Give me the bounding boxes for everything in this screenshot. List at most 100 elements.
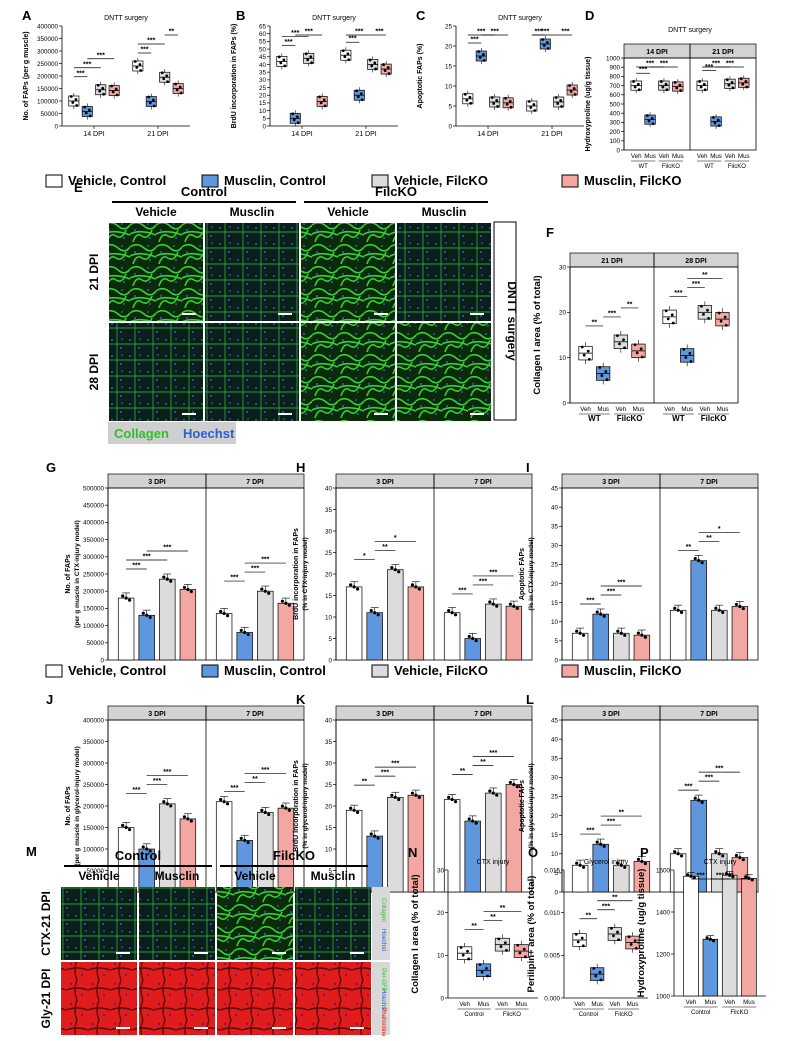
y-tick-label: 0.000 bbox=[544, 995, 560, 1002]
y-tick-label: 45 bbox=[551, 717, 559, 724]
side1-a: Collagen bbox=[380, 898, 386, 922]
data-point bbox=[222, 611, 226, 616]
facet-label: 3 DPI bbox=[376, 711, 394, 718]
data-point bbox=[713, 121, 717, 125]
x-sub-label: Veh bbox=[631, 153, 642, 160]
data-point bbox=[84, 111, 88, 115]
data-point bbox=[633, 343, 637, 347]
y-tick-label: 25 bbox=[325, 782, 333, 789]
y-tick-label: 20 bbox=[551, 813, 559, 820]
y-tick-label: 40 bbox=[325, 485, 333, 492]
data-point bbox=[309, 55, 313, 59]
data-point bbox=[390, 793, 394, 797]
data-point bbox=[623, 633, 627, 637]
data-point bbox=[447, 609, 451, 613]
bar bbox=[345, 586, 363, 661]
y-tick-label: 10 bbox=[551, 619, 559, 626]
data-point bbox=[127, 598, 132, 602]
data-point bbox=[719, 319, 723, 323]
bar bbox=[257, 590, 274, 661]
data-point bbox=[647, 119, 651, 123]
data-point bbox=[533, 109, 537, 112]
data-point bbox=[175, 88, 179, 92]
data-point bbox=[356, 95, 360, 99]
bar bbox=[464, 820, 481, 893]
sig-label: *** bbox=[715, 766, 723, 773]
data-point bbox=[578, 863, 582, 867]
row-label: CTX-21 DPI bbox=[39, 891, 53, 956]
data-point bbox=[512, 782, 516, 787]
data-point bbox=[282, 58, 286, 62]
data-point bbox=[101, 86, 105, 90]
bar bbox=[669, 609, 687, 661]
y-tick-label: 25 bbox=[325, 550, 333, 557]
data-point bbox=[643, 635, 647, 639]
y-axis-label-sub: (% in glycerol-injury model) bbox=[302, 763, 309, 848]
data-point bbox=[461, 953, 465, 957]
data-point bbox=[121, 823, 125, 828]
data-point bbox=[623, 865, 627, 869]
genotype-label: WT bbox=[638, 164, 648, 170]
data-point bbox=[646, 114, 649, 117]
sig-label: *** bbox=[646, 61, 654, 68]
y-tick-label: 0 bbox=[616, 147, 620, 154]
micrographs-E: E Control FilcKO Vehicle Musclin Vehicle Muscl… bbox=[74, 180, 519, 444]
facet-label: 7 DPI bbox=[246, 711, 264, 718]
data-point bbox=[639, 347, 643, 351]
y-tick-label: 35 bbox=[325, 739, 333, 746]
chart-L: L 0 5 10 15 20 25 30 35 40 45 Apoptotic FAPs (% in g… bbox=[519, 692, 759, 896]
y-tick-label: 60 bbox=[259, 31, 267, 38]
x-sub-label: Mus bbox=[591, 1001, 603, 1008]
data-point bbox=[114, 87, 118, 91]
bar bbox=[571, 864, 589, 893]
stain-hoechst: Hoechst bbox=[183, 426, 235, 441]
chart-D: D DNTT surgery 0 100 200 300 400 500 600 700 800 90… bbox=[585, 8, 757, 170]
sig-label: *** bbox=[251, 566, 259, 573]
data-point bbox=[477, 50, 481, 53]
genotype-label: FilcKO bbox=[503, 1012, 521, 1018]
data-point bbox=[594, 974, 598, 978]
data-point bbox=[559, 99, 563, 102]
data-point bbox=[640, 355, 644, 359]
y-axis-label: Collagen I area (% of total) bbox=[532, 275, 543, 394]
panel-letter-F: F bbox=[546, 225, 554, 240]
panel-letter-E: E bbox=[74, 180, 83, 195]
data-point bbox=[186, 587, 190, 592]
data-point bbox=[569, 90, 573, 93]
sig-label: *** bbox=[639, 67, 647, 74]
data-point bbox=[495, 793, 499, 797]
data-point bbox=[581, 865, 586, 869]
bar bbox=[505, 605, 523, 661]
data-point bbox=[382, 63, 385, 66]
scale-bar bbox=[182, 313, 196, 315]
data-point bbox=[284, 806, 288, 810]
data-point bbox=[711, 939, 716, 943]
y-tick-label: 20 bbox=[445, 43, 453, 50]
data-point bbox=[716, 118, 720, 122]
data-point bbox=[582, 353, 586, 357]
group-header: Control bbox=[181, 184, 227, 199]
data-point bbox=[148, 615, 152, 619]
data-point bbox=[602, 614, 606, 618]
y-tick-label: 0 bbox=[100, 657, 104, 664]
sig-label: *** bbox=[607, 819, 615, 826]
data-point bbox=[568, 84, 571, 87]
data-point bbox=[516, 943, 520, 947]
data-point bbox=[744, 80, 748, 83]
y-tick-label: 1200 bbox=[656, 951, 671, 958]
data-point bbox=[714, 606, 718, 610]
data-point bbox=[627, 935, 631, 939]
bar bbox=[613, 632, 630, 661]
y-tick-label: 0 bbox=[448, 123, 452, 130]
y-tick-label: 45 bbox=[551, 485, 559, 492]
y-tick-label: 5 bbox=[328, 868, 332, 875]
sig-label: ** bbox=[612, 894, 618, 901]
side2-c: Phalloidine bbox=[380, 1007, 386, 1037]
data-point bbox=[466, 949, 469, 953]
data-point bbox=[616, 629, 620, 633]
data-point bbox=[599, 612, 603, 616]
y-tick-label: 30 bbox=[325, 760, 333, 767]
data-point bbox=[523, 955, 527, 959]
column-header: Vehicle bbox=[78, 869, 120, 883]
chart-G: G 0 50000 100000 150000 200000 250000 300000 350… bbox=[46, 460, 305, 664]
